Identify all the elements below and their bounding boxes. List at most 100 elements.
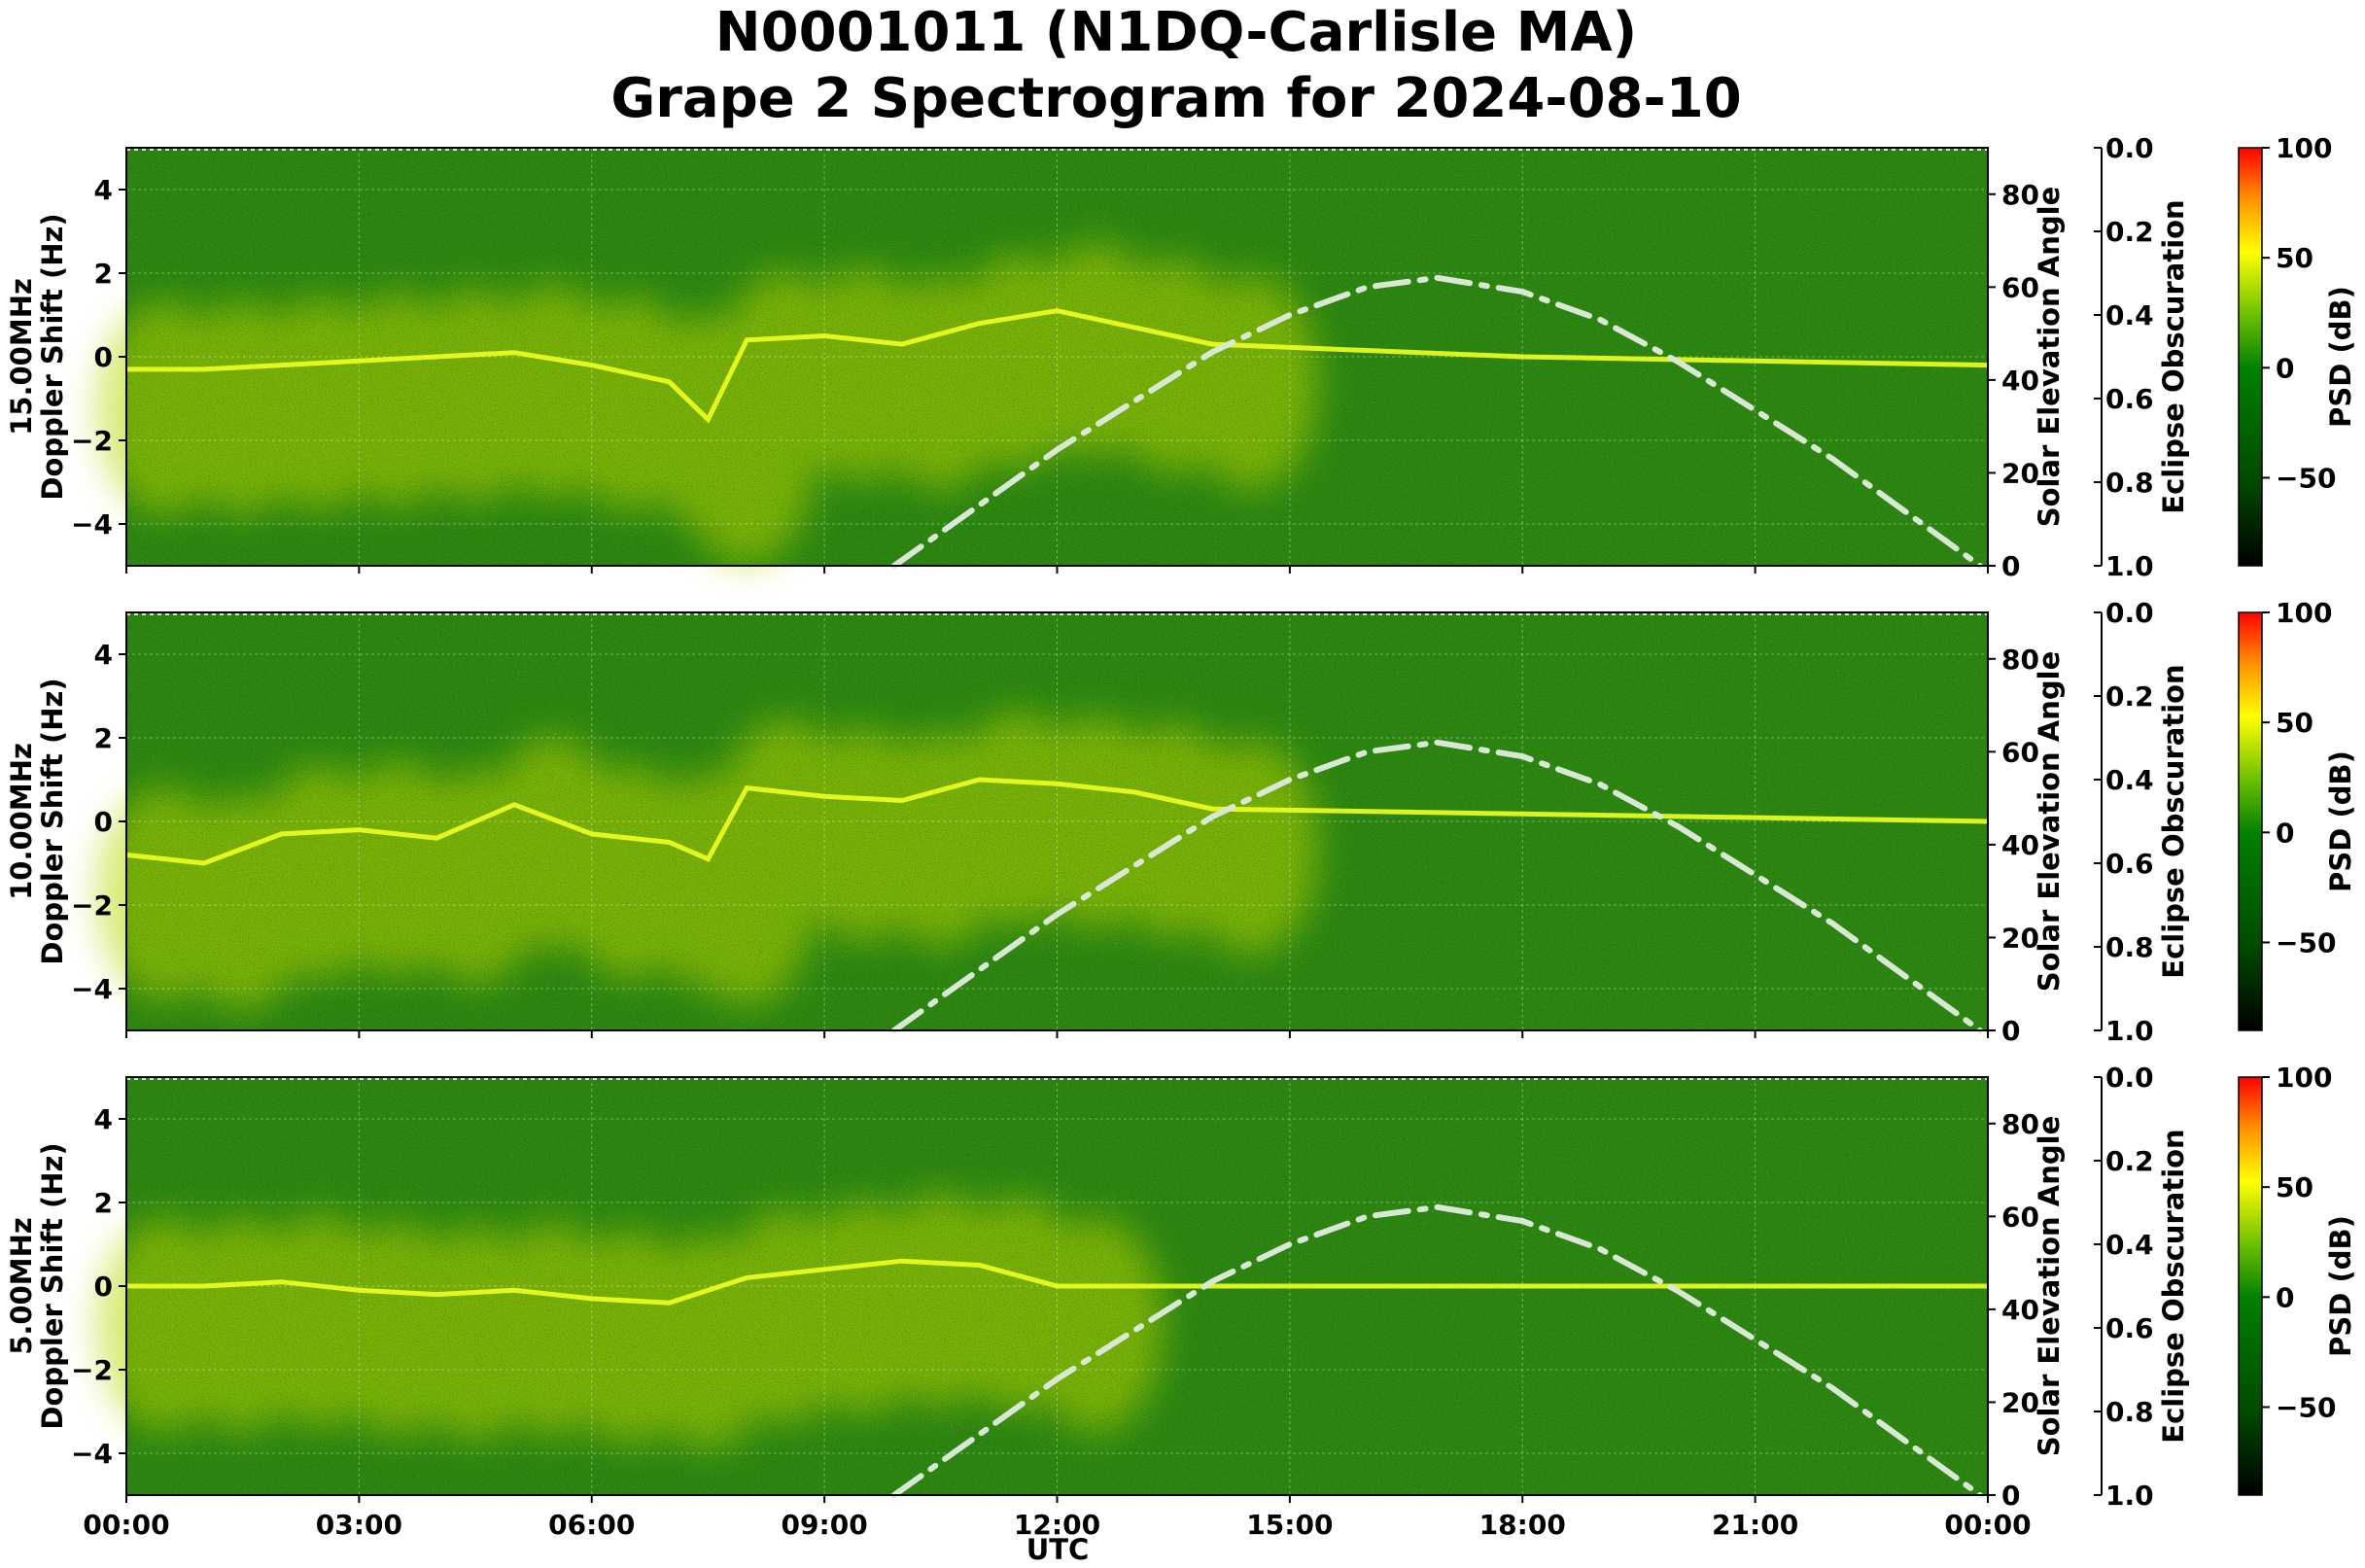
eclipse-axis-label: Eclipse Obscuration [2157,199,2190,513]
colorbar-tick-label: 0 [2276,1281,2294,1313]
x-tick-label: 00:00 [83,1509,169,1541]
panel-frequency-label: 5.00MHz [5,1217,38,1355]
eclipse-tick-label: 0.8 [2105,467,2154,499]
solar-elevation-curve [890,739,1983,1033]
solar-axis-label: Solar Elevation Angle [2033,1116,2066,1457]
eclipse-tick-label: 0.0 [2105,597,2154,629]
doppler-tick-label: 4 [94,1103,113,1135]
x-tick-label: 18:00 [1479,1509,1566,1541]
eclipse-tick-label: 0.0 [2105,132,2154,164]
eclipse-tick-label: 1.0 [2105,550,2154,582]
eclipse-tick-label: 0.8 [2105,931,2154,963]
eclipse-axis-label: Eclipse Obscuration [2157,1129,2190,1443]
eclipse-tick-label: 0.0 [2105,1062,2154,1094]
x-tick-label: 00:00 [1944,1509,2031,1541]
colorbar-tick-label: 50 [2276,1171,2313,1203]
carrier-doppler-trace [126,1258,1988,1306]
doppler-tick-label: 4 [94,639,113,671]
colorbar-tick-label: 100 [2276,132,2332,164]
doppler-tick-label: −4 [71,1438,113,1470]
colorbar [2238,611,2263,1031]
x-tick-label: 12:00 [1014,1509,1100,1541]
doppler-tick-label: 2 [94,258,113,290]
solar-elevation-curve [890,274,1983,569]
doppler-tick-label: 2 [94,722,113,754]
doppler-tick-label: −2 [71,1354,113,1386]
x-tick-label: 21:00 [1712,1509,1798,1541]
solar-tick-label: 60 [2001,736,2039,768]
solar-tick-label: 0 [2001,550,2020,582]
doppler-tick-label: −4 [71,508,113,540]
solar-tick-label: 80 [2001,1108,2039,1140]
doppler-axis-label: Doppler Shift (Hz) [36,213,69,500]
colorbar-tick-label: 50 [2276,242,2313,274]
panel-frequency-label: 15.00MHz [5,278,38,436]
colorbar [2238,147,2263,567]
eclipse-tick-label: 1.0 [2105,1480,2154,1512]
solar-tick-label: 20 [2001,457,2039,489]
eclipse-tick-label: 0.4 [2105,1229,2154,1261]
solar-axis-label: Solar Elevation Angle [2033,651,2066,993]
solar-tick-label: 0 [2001,1015,2020,1047]
solar-axis-label: Solar Elevation Angle [2033,187,2066,528]
doppler-tick-label: 0 [94,1271,113,1303]
doppler-axis-label: Doppler Shift (Hz) [36,678,69,964]
colorbar-label: PSD (dB) [2324,1215,2357,1357]
solar-tick-label: 60 [2001,1201,2039,1233]
x-tick-label: 15:00 [1246,1509,1333,1541]
colorbar-tick-label: 100 [2276,597,2332,629]
doppler-tick-label: −2 [71,425,113,457]
solar-tick-label: 20 [2001,1386,2039,1418]
colorbar-tick-label: 0 [2276,817,2294,849]
x-tick-label: 06:00 [548,1509,635,1541]
eclipse-axis-label: Eclipse Obscuration [2157,664,2190,978]
eclipse-tick-label: 0.6 [2105,1312,2154,1344]
solar-tick-label: 60 [2001,271,2039,303]
solar-tick-label: 40 [2001,1294,2039,1326]
solar-tick-label: 80 [2001,179,2039,211]
doppler-tick-label: −2 [71,889,113,922]
colorbar-label: PSD (dB) [2324,286,2357,428]
doppler-tick-label: 0 [94,341,113,373]
colorbar-tick-label: 100 [2276,1062,2332,1094]
eclipse-tick-label: 0.6 [2105,383,2154,415]
doppler-tick-label: −4 [71,973,113,1005]
doppler-axis-label: Doppler Shift (Hz) [36,1142,69,1429]
eclipse-tick-label: 0.4 [2105,764,2154,796]
chart-title-line1: N0001011 (N1DQ-Carlisle MA) [715,1,1637,64]
eclipse-tick-label: 0.2 [2105,216,2154,248]
colorbar-tick-label: −50 [2276,1391,2336,1423]
solar-tick-label: 40 [2001,365,2039,397]
eclipse-tick-label: 0.4 [2105,299,2154,331]
spectrogram-noise [126,612,1988,1030]
eclipse-tick-label: 0.2 [2105,1145,2154,1177]
colorbar-tick-label: 50 [2276,707,2313,739]
eclipse-tick-label: 0.6 [2105,848,2154,880]
solar-tick-label: 20 [2001,922,2039,954]
x-tick-label: 09:00 [782,1509,868,1541]
eclipse-tick-label: 0.8 [2105,1396,2154,1428]
solar-elevation-curve [890,1203,1983,1498]
carrier-doppler-trace [125,777,1989,866]
x-axis-label: UTC [1026,1533,1090,1566]
doppler-tick-label: 4 [94,174,113,206]
colorbar-tick-label: 0 [2276,352,2294,384]
chart-title-line2: Grape 2 Spectrogram for 2024-08-10 [610,67,1741,130]
colorbar-tick-label: −50 [2276,462,2336,494]
eclipse-tick-label: 0.2 [2105,680,2154,713]
colorbar-tick-label: −50 [2276,926,2336,958]
doppler-tick-label: 0 [94,806,113,838]
solar-tick-label: 0 [2001,1480,2020,1512]
eclipse-tick-label: 1.0 [2105,1015,2154,1047]
doppler-tick-label: 2 [94,1187,113,1219]
solar-tick-label: 80 [2001,644,2039,676]
colorbar [2238,1076,2263,1496]
carrier-doppler-trace [126,308,1989,424]
panel-frequency-label: 10.00MHz [5,743,38,900]
colorbar-label: PSD (dB) [2324,750,2357,892]
x-tick-label: 03:00 [316,1509,402,1541]
solar-tick-label: 40 [2001,829,2039,861]
